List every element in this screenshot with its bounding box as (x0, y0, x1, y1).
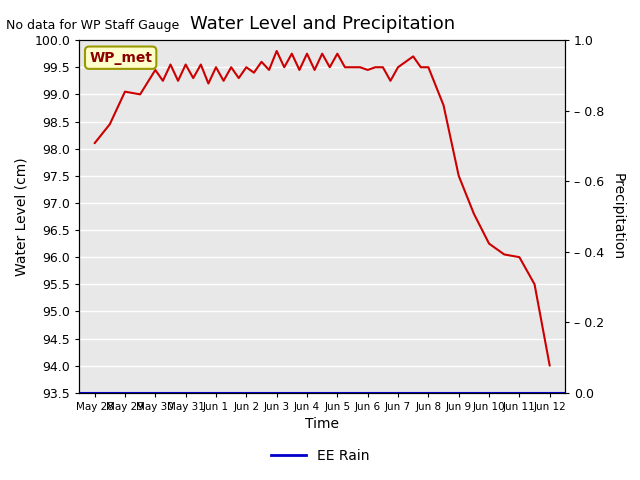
Text: WP_met: WP_met (89, 51, 152, 65)
Legend: EE Rain: EE Rain (265, 443, 375, 468)
Y-axis label: Precipitation: Precipitation (611, 173, 625, 260)
Title: Water Level and Precipitation: Water Level and Precipitation (189, 15, 455, 33)
Text: No data for WP Staff Gauge: No data for WP Staff Gauge (6, 19, 180, 32)
X-axis label: Time: Time (305, 418, 339, 432)
Y-axis label: Water Level (cm): Water Level (cm) (15, 157, 29, 276)
